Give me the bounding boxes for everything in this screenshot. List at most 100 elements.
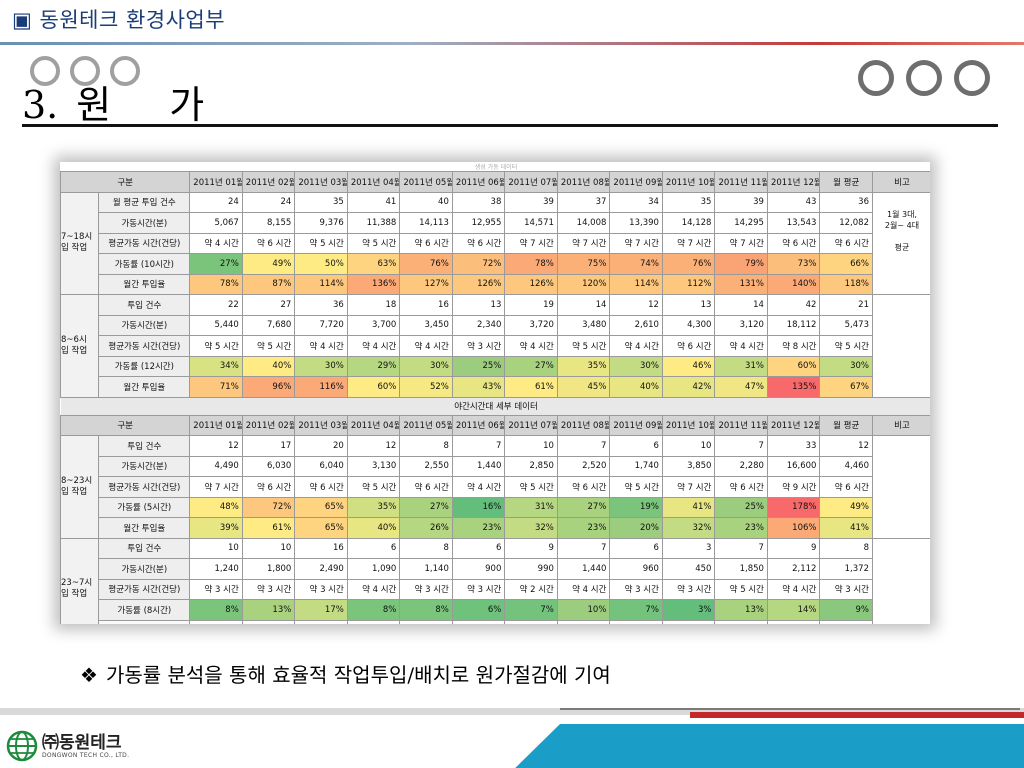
header-cell: 2011년 07월 — [504, 414, 558, 436]
table-header-row: 구분 2011년 01월 2011년 02월 2011년 03월 2011년 04월 20… — [60, 171, 930, 193]
data-cell: 12,082 — [819, 212, 873, 234]
data-cell: 약 4 시간 — [766, 578, 821, 600]
data-cell: 14,113 — [399, 212, 453, 234]
table-row: 평균가동 시간(건당) 약 4 시간 약 6 시간 약 5 시간 약 5 시간 약 6 시… — [61, 232, 931, 254]
data-cell: 31% — [714, 355, 768, 377]
group-label-text: 7~18시 입 작업 — [61, 232, 93, 254]
group-label: 23~7시 입 작업 — [60, 537, 100, 624]
data-cell: 47% — [714, 376, 768, 398]
slide-header-text: ▣ 동원테크 환경사업부 — [12, 8, 226, 32]
row-label: 투입 건수 — [98, 435, 191, 457]
data-cell: 35% — [346, 496, 401, 518]
data-cell: 약 3 시간 — [189, 578, 243, 600]
data-cell — [504, 619, 558, 624]
data-cell: 1,140 — [399, 558, 453, 580]
data-cell: 126% — [451, 273, 506, 295]
row-label: 평균가동 시간(건당) — [98, 232, 191, 254]
row-label: 가동시간(분) — [98, 212, 191, 234]
data-cell: 약 6 시간 — [451, 232, 506, 254]
data-cell: 30% — [609, 355, 663, 377]
remarks-text: 1월 3대, 2월~ 4대 평균 — [884, 209, 920, 252]
data-cell: 약 7 시간 — [661, 232, 716, 254]
data-cell: 118% — [819, 273, 873, 295]
data-cell: 17 — [241, 435, 296, 457]
data-cell: 79% — [714, 253, 768, 275]
header-cell: 2011년 03월 — [294, 414, 348, 436]
header-cell: 2011년 08월 — [556, 171, 611, 193]
row-label: 월간 투입율 — [98, 376, 191, 398]
data-cell: 약 3 시간 — [294, 578, 348, 600]
header-cell: 2011년 10월 — [661, 171, 716, 193]
title-underline — [22, 124, 998, 127]
header-cell: 2011년 02월 — [241, 171, 296, 193]
data-cell: 25% — [451, 355, 506, 377]
data-cell: 78% — [189, 273, 243, 295]
data-cell: 14,295 — [714, 212, 768, 234]
data-cell: 12 — [346, 435, 401, 457]
data-cell: 39 — [504, 191, 558, 213]
data-cell: 약 6 시간 — [241, 232, 296, 254]
logo-company-name: ㈜동원테크 — [42, 732, 122, 753]
table-row: 가동시간(분) 4,490 6,030 6,040 3,130 2,550 1,440 2,8… — [61, 455, 931, 477]
decor-circles-left — [30, 56, 140, 86]
data-cell: 약 4 시간 — [399, 335, 453, 357]
data-cell: 126% — [504, 273, 558, 295]
data-cell: 약 2 시간 — [504, 578, 558, 600]
data-cell: 9 — [504, 537, 558, 559]
data-cell: 21 — [819, 294, 873, 316]
header-cell: 2011년 05월 — [399, 414, 453, 436]
data-cell: 22 — [189, 294, 243, 316]
header-cell: 구분 — [60, 414, 191, 436]
data-cell: 41 — [346, 191, 401, 213]
data-cell: 36 — [819, 191, 873, 213]
data-cell: 60% — [346, 376, 401, 398]
data-cell: 20 — [294, 435, 348, 457]
data-cell: 약 5 시간 — [294, 232, 348, 254]
footer-red-stripe — [690, 712, 1024, 718]
row-label: 평균가동 시간(건당) — [98, 335, 191, 357]
data-cell: 4,490 — [189, 455, 243, 477]
operation-data-table: 생성 가동 데이터 구분 2011년 01월 2011년 02월 2011년 03월 20… — [60, 162, 930, 624]
data-cell: 약 6 시간 — [294, 476, 348, 498]
data-cell: 40% — [609, 376, 663, 398]
data-cell: 14 — [714, 294, 768, 316]
data-cell: 30% — [294, 355, 348, 377]
data-cell: 3,720 — [504, 314, 558, 336]
data-cell: 14 — [556, 294, 611, 316]
data-cell: 7 — [714, 435, 768, 457]
row-label: 가동시간(분) — [98, 558, 191, 580]
data-cell: 5,440 — [189, 314, 243, 336]
data-table-image: 생성 가동 데이터 구분 2011년 01월 2011년 02월 2011년 03월 20… — [60, 162, 930, 624]
data-cell: 7 — [451, 435, 506, 457]
data-cell: 10 — [504, 435, 558, 457]
data-cell: 35 — [294, 191, 348, 213]
table-caption-row: 야간시간대 세부 데이터 — [60, 396, 930, 416]
data-cell: 13% — [714, 599, 768, 621]
data-cell: 13,543 — [766, 212, 821, 234]
data-cell: 약 6 시간 — [399, 476, 453, 498]
data-cell: 7 — [556, 435, 611, 457]
data-cell: 10 — [241, 537, 296, 559]
data-cell: 약 4 시간 — [714, 335, 768, 357]
data-cell: 25% — [714, 496, 768, 518]
data-cell: 52% — [399, 376, 453, 398]
row-label: 월간 투입율 — [98, 517, 191, 539]
data-cell: 2,610 — [609, 314, 663, 336]
data-cell: 42% — [661, 376, 716, 398]
data-cell: 37 — [556, 191, 611, 213]
data-cell: 72% — [241, 496, 296, 518]
data-cell: 50% — [294, 253, 348, 275]
data-cell: 39 — [714, 191, 768, 213]
data-cell: 6 — [451, 537, 506, 559]
data-cell: 65% — [294, 496, 348, 518]
data-cell: 7 — [556, 537, 611, 559]
data-cell: 약 4 시간 — [294, 335, 348, 357]
data-cell: 60% — [766, 355, 821, 377]
slide-title: 3. 원 가 — [22, 74, 204, 129]
data-cell: 12,955 — [451, 212, 506, 234]
data-cell: 178% — [766, 496, 821, 518]
table-header-row: 구분 2011년 01월 2011년 02월 2011년 03월 2011년 04월 20… — [60, 414, 930, 436]
data-cell: 35% — [556, 355, 611, 377]
header-cell: 월 평균 — [819, 414, 873, 436]
data-cell: 3 — [661, 537, 716, 559]
